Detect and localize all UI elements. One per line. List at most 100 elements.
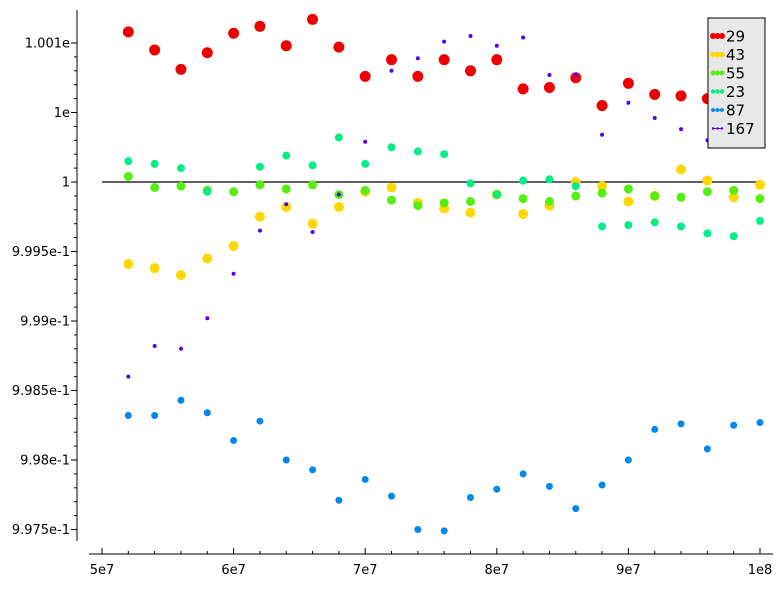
legend-dot-marker [710, 89, 716, 94]
data-point-series-87 [282, 456, 290, 464]
data-point-series-87 [256, 417, 264, 425]
x-tick-label: 6e7 [221, 563, 246, 578]
data-point-series-23 [150, 159, 159, 168]
data-point-series-29 [175, 63, 187, 75]
data-point-series-55 [544, 196, 554, 206]
data-point-series-55 [729, 185, 739, 195]
data-point-series-43 [676, 164, 687, 175]
y-tick-label: 1e [54, 106, 70, 121]
series-55-points [123, 171, 765, 211]
y-tick-label: 9.99e-1 [20, 315, 70, 330]
legend-dot-marker [718, 32, 726, 40]
data-point-series-55 [123, 171, 133, 181]
data-point-series-167 [310, 230, 315, 235]
data-point-series-43 [254, 211, 265, 222]
data-point-series-23 [571, 182, 580, 191]
y-tick-label: 9.995e-1 [12, 245, 70, 260]
legend-dot-marker [719, 51, 725, 58]
data-point-series-29 [438, 54, 450, 66]
data-point-series-167 [336, 192, 341, 197]
legend-dot-marker [715, 108, 720, 112]
data-point-series-29 [254, 20, 266, 32]
data-point-series-167 [415, 56, 420, 61]
data-point-series-23 [361, 159, 370, 168]
data-point-series-29 [228, 27, 240, 39]
legend-label: 23 [726, 83, 745, 101]
data-point-series-87 [756, 418, 764, 426]
legend-dot-marker [710, 70, 716, 76]
data-point-series-23 [334, 133, 343, 142]
data-point-series-87 [519, 470, 527, 478]
legend-entry-29: 29 [709, 28, 745, 46]
data-point-series-29 [464, 65, 476, 77]
legend-entry-167: 167 [711, 120, 755, 138]
x-tick-label: 7e7 [353, 563, 378, 578]
data-point-series-167 [284, 202, 289, 207]
data-point-series-23 [124, 157, 133, 166]
legend-dot-marker [711, 127, 715, 130]
data-point-series-43 [386, 182, 397, 193]
data-point-series-23 [756, 216, 764, 225]
data-point-series-29 [517, 83, 529, 95]
data-point-series-167 [126, 374, 131, 379]
data-point-series-167 [679, 127, 684, 132]
series-43-points [123, 164, 765, 281]
data-point-series-55 [465, 196, 475, 206]
data-point-series-23 [440, 150, 449, 159]
legend-label: 43 [726, 46, 745, 64]
data-point-series-23 [255, 162, 264, 171]
data-point-series-29 [122, 26, 134, 38]
data-point-series-87 [545, 482, 553, 490]
data-point-series-87 [335, 496, 343, 504]
data-point-series-43 [281, 202, 292, 213]
data-point-series-29 [149, 44, 161, 56]
legend-box [707, 17, 766, 149]
data-point-series-167 [205, 316, 210, 321]
data-point-series-43 [702, 175, 713, 186]
data-point-series-43 [175, 270, 186, 281]
data-point-series-29 [543, 81, 555, 93]
legend-entry-87: 87 [711, 102, 745, 120]
data-point-series-87 [309, 466, 317, 474]
legend-dot-marker [715, 70, 720, 76]
data-point-series-167 [152, 344, 157, 349]
data-point-series-23 [203, 187, 212, 196]
data-point-series-43 [465, 207, 476, 218]
data-point-series-29 [359, 70, 371, 82]
data-point-series-29 [649, 88, 661, 100]
data-point-series-55 [571, 191, 581, 201]
data-point-series-87 [388, 492, 396, 500]
data-point-series-167 [389, 68, 394, 73]
data-point-series-55 [597, 188, 607, 198]
legend-label: 29 [726, 28, 745, 46]
legend-entry-55: 55 [710, 65, 745, 83]
y-tick-label: 9.975e-1 [12, 523, 70, 538]
legend-dot-marker [720, 108, 724, 112]
data-point-series-167 [468, 34, 473, 39]
data-point-series-23 [677, 222, 686, 231]
data-point-series-87 [440, 527, 448, 535]
x-tick-label: 1e8 [748, 563, 773, 578]
data-point-series-87 [151, 412, 159, 420]
data-point-series-43 [123, 259, 134, 270]
data-point-series-55 [360, 185, 370, 195]
data-point-series-23 [650, 218, 659, 227]
data-point-series-43 [202, 253, 213, 264]
data-point-series-29 [412, 70, 424, 82]
data-point-series-23 [624, 221, 633, 230]
data-point-series-167 [257, 228, 262, 233]
legend-dot-marker [714, 51, 721, 58]
y-tick-label: 1 [62, 176, 70, 191]
data-point-series-87 [177, 396, 185, 404]
data-point-series-167 [521, 35, 526, 40]
data-point-series-23 [545, 175, 554, 184]
data-point-series-23 [492, 190, 501, 199]
data-point-series-167 [442, 39, 447, 44]
series-87-points [124, 396, 764, 535]
data-point-series-167 [547, 72, 552, 77]
data-point-series-87 [703, 445, 711, 453]
data-point-series-43 [597, 181, 608, 192]
